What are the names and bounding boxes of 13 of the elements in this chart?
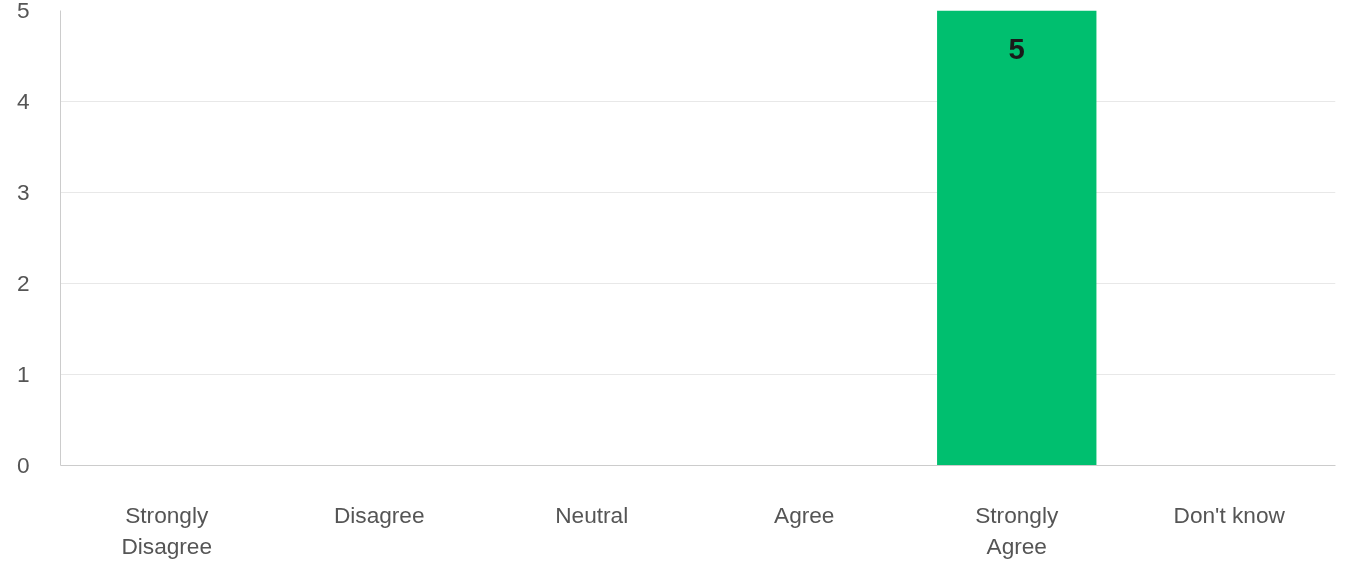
y-tick-label: 3 xyxy=(16,179,30,205)
x-tick-label: Disagree xyxy=(333,501,425,528)
x-tick-label: Agree xyxy=(774,501,835,528)
data-label: 5 xyxy=(1008,31,1025,65)
y-tick-label: 4 xyxy=(16,88,30,114)
x-tick-label: Don't know xyxy=(1173,501,1286,528)
y-tick-label: 0 xyxy=(16,452,30,478)
y-tick-label: 2 xyxy=(16,270,30,296)
x-tick-label: Neutral xyxy=(555,501,629,528)
x-tick-label: Strongly Agree xyxy=(975,501,1059,559)
y-tick-label: 1 xyxy=(16,361,30,387)
y-tick-label: 5 xyxy=(16,0,30,23)
x-tick-label: Strongly Disagree xyxy=(121,501,213,559)
